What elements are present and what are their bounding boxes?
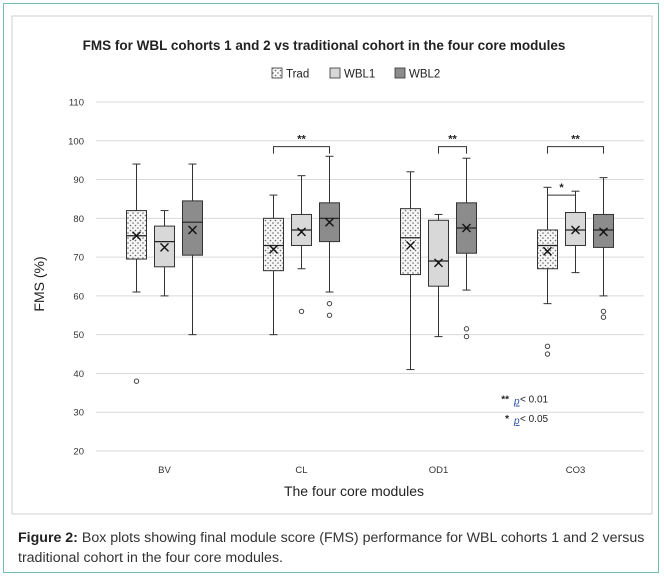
significance-key: ** p < 0.01 * p < 0.05 xyxy=(501,395,548,427)
outlier-wbl2-cl xyxy=(326,312,333,318)
box-wbl2-bv xyxy=(182,200,203,256)
x-axis-title: The four core modules xyxy=(284,483,424,499)
y-tick-label: 100 xyxy=(68,136,84,147)
mean-marker-trad-bv xyxy=(132,231,141,241)
y-tick-label: 30 xyxy=(73,408,84,419)
legend-swatch-wbl2 xyxy=(394,67,406,79)
outlier-wbl2-co3 xyxy=(600,308,607,315)
mean-marker-wbl2-od1 xyxy=(462,223,471,233)
key-threshold: < 0.01 xyxy=(520,395,549,406)
y-tick-label: 90 xyxy=(73,175,84,186)
y-tick-label: 50 xyxy=(73,330,84,341)
x-tick-label: BV xyxy=(158,465,171,476)
significance-stars: ** xyxy=(571,134,580,146)
outlier-trad-bv xyxy=(133,378,140,384)
y-tick-label: 80 xyxy=(73,214,84,225)
x-axis: BV CL OD1 CO3 xyxy=(158,465,585,476)
significance-brackets: ** ** *** xyxy=(273,134,604,203)
box-trad-co3 xyxy=(537,229,558,270)
key-p-symbol: p xyxy=(513,416,520,427)
significance-bracket xyxy=(547,194,576,203)
x-tick-label: CO3 xyxy=(566,465,586,476)
y-tick-label: 110 xyxy=(69,98,84,109)
caption-text: Box plots showing final module score (FM… xyxy=(18,530,645,566)
outlier-wbl2-od1 xyxy=(463,333,470,340)
y-tick-label: 70 xyxy=(73,253,84,264)
outlier-trad-co3 xyxy=(544,343,551,349)
significance-bracket xyxy=(438,146,467,154)
chart-title: FMS for WBL cohorts 1 and 2 vs tradition… xyxy=(83,38,566,53)
mean-marker-wbl1-bv xyxy=(160,242,169,252)
legend-label-wbl1: WBL1 xyxy=(344,69,375,81)
x-tick-label: CL xyxy=(295,465,307,476)
significance-bracket xyxy=(273,146,330,154)
mean-marker-wbl1-od1 xyxy=(434,258,443,268)
y-tick-label: 40 xyxy=(73,369,84,380)
mean-marker-wbl1-cl xyxy=(297,227,306,237)
y-tick-label: 60 xyxy=(73,291,84,302)
legend-swatch-wbl1 xyxy=(329,67,341,79)
significance-stars: ** xyxy=(448,134,457,146)
box-series xyxy=(126,155,614,384)
mean-marker-trad-cl xyxy=(269,244,278,254)
outlier-trad-co3 xyxy=(544,351,551,357)
mean-marker-trad-co3 xyxy=(543,246,552,256)
legend-label-trad: Trad xyxy=(286,69,309,81)
significance-bracket xyxy=(547,146,604,154)
y-tick-label: 20 xyxy=(73,447,84,458)
mean-marker-trad-od1 xyxy=(406,240,415,250)
mean-marker-wbl1-co3 xyxy=(571,225,580,235)
figure-caption: Figure 2: Box plots showing final module… xyxy=(18,528,654,568)
box-plot-chart: FMS for WBL cohorts 1 and 2 vs tradition… xyxy=(11,15,653,515)
legend: Trad WBL1 WBL2 xyxy=(271,67,440,81)
key-p-symbol: p xyxy=(513,397,520,408)
mean-marker-wbl2-co3 xyxy=(599,227,608,237)
key-stars: ** xyxy=(501,395,509,406)
key-threshold: < 0.05 xyxy=(520,414,549,425)
box-trad-od1 xyxy=(400,208,421,276)
figure-frame: FMS for WBL cohorts 1 and 2 vs tradition… xyxy=(3,3,659,573)
outlier-wbl2-od1 xyxy=(463,326,470,332)
mean-marker-wbl2-cl xyxy=(325,217,334,227)
mean-marker-wbl2-bv xyxy=(188,225,197,235)
y-axis-title: FMS (%) xyxy=(31,256,47,311)
box-trad-cl xyxy=(263,217,284,272)
x-tick-label: OD1 xyxy=(429,465,449,476)
outlier-wbl2-co3 xyxy=(600,314,607,320)
significance-stars: ** xyxy=(297,134,306,146)
legend-label-wbl2: WBL2 xyxy=(409,69,440,81)
outlier-wbl1-cl xyxy=(298,308,305,315)
significance-stars: * xyxy=(559,182,564,194)
y-axis: 20 30 40 50 60 70 80 90 100 110 xyxy=(68,98,84,458)
outlier-wbl2-cl xyxy=(326,300,333,307)
legend-swatch-trad xyxy=(271,67,283,79)
caption-label: Figure 2: xyxy=(18,530,78,546)
box-wbl1-od1 xyxy=(428,219,449,287)
key-stars: * xyxy=(505,414,509,425)
